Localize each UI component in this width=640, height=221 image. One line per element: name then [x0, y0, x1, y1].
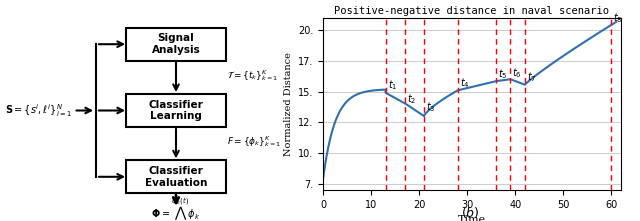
FancyBboxPatch shape	[127, 28, 226, 61]
Text: $t_{4}$: $t_{4}$	[460, 76, 469, 90]
Y-axis label: Normalized Distance: Normalized Distance	[284, 52, 292, 156]
FancyBboxPatch shape	[127, 94, 226, 127]
Text: $\mathbf{S} = \{s^i, \ell^i\}_{i=1}^{N}$: $\mathbf{S} = \{s^i, \ell^i\}_{i=1}^{N}$	[5, 102, 72, 119]
Text: $\mathcal{T} = \{t_k\}^K_{k=1}$: $\mathcal{T} = \{t_k\}^K_{k=1}$	[227, 68, 278, 83]
X-axis label: Time: Time	[458, 215, 486, 221]
Text: $t_{8}$: $t_{8}$	[613, 11, 623, 25]
Text: Classifier
Learning: Classifier Learning	[148, 100, 204, 121]
Text: Signal
Analysis: Signal Analysis	[152, 33, 200, 55]
Text: $(b)$: $(b)$	[461, 205, 480, 220]
FancyBboxPatch shape	[127, 160, 226, 193]
Title: Positive-negative distance in naval scenario: Positive-negative distance in naval scen…	[335, 6, 609, 15]
Text: Classifier
Evaluation: Classifier Evaluation	[145, 166, 207, 188]
Text: $t_{2}$: $t_{2}$	[407, 92, 416, 106]
Text: $t_{1}$: $t_{1}$	[388, 78, 397, 92]
Text: $\mathbf{\Phi} = \bigwedge_k^{\omega_k(t)}\phi_k$: $\mathbf{\Phi} = \bigwedge_k^{\omega_k(t…	[151, 197, 201, 221]
Text: $t_{3}$: $t_{3}$	[426, 101, 435, 114]
Text: $F = \{\phi_k\}^K_{k=1}$: $F = \{\phi_k\}^K_{k=1}$	[227, 134, 282, 149]
Text: $t_{6}$: $t_{6}$	[512, 66, 522, 80]
Text: $t_{5}$: $t_{5}$	[498, 67, 508, 81]
Text: $t_{7}$: $t_{7}$	[527, 70, 536, 84]
